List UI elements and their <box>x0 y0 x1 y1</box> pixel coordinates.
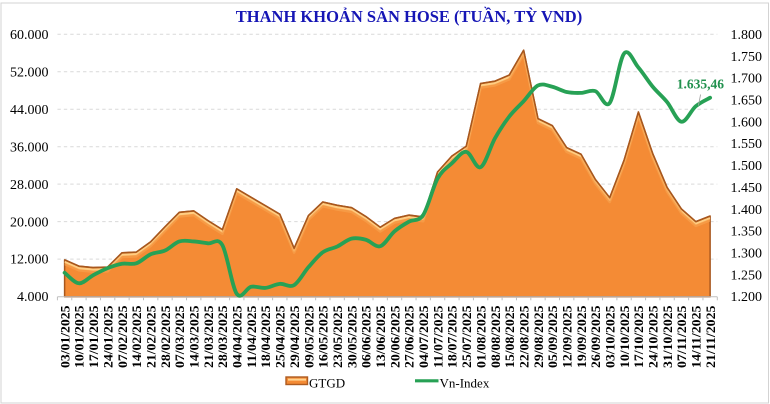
svg-text:27/06/2025: 27/06/2025 <box>402 305 417 368</box>
svg-text:25/07/2025: 25/07/2025 <box>459 305 474 368</box>
svg-text:1.550: 1.550 <box>731 137 763 152</box>
svg-text:12.000: 12.000 <box>10 253 49 268</box>
svg-text:07/11/2025: 07/11/2025 <box>674 305 689 368</box>
svg-text:29/08/2025: 29/08/2025 <box>531 305 546 368</box>
svg-text:1.600: 1.600 <box>731 115 763 130</box>
svg-text:03/10/2025: 03/10/2025 <box>603 305 618 368</box>
svg-text:28/02/2025: 28/02/2025 <box>158 305 173 368</box>
svg-text:23/05/2025: 23/05/2025 <box>330 305 345 368</box>
svg-text:1.750: 1.750 <box>731 50 763 65</box>
svg-text:11/04/2025: 11/04/2025 <box>244 305 259 368</box>
svg-text:16/05/2025: 16/05/2025 <box>316 305 331 368</box>
svg-text:06/06/2025: 06/06/2025 <box>359 305 374 368</box>
svg-text:29/04/2025: 29/04/2025 <box>287 305 302 368</box>
svg-text:1.200: 1.200 <box>731 290 763 305</box>
svg-text:4.000: 4.000 <box>17 290 49 305</box>
svg-text:1.400: 1.400 <box>731 203 763 218</box>
svg-text:60.000: 60.000 <box>10 28 49 43</box>
svg-text:08/08/2025: 08/08/2025 <box>488 305 503 368</box>
svg-text:14/02/2025: 14/02/2025 <box>129 305 144 368</box>
svg-text:01/08/2025: 01/08/2025 <box>473 305 488 368</box>
svg-text:1.350: 1.350 <box>731 225 763 240</box>
svg-text:1.500: 1.500 <box>731 159 763 174</box>
svg-text:1.450: 1.450 <box>731 181 763 196</box>
svg-text:20.000: 20.000 <box>10 215 49 230</box>
svg-text:1.250: 1.250 <box>731 268 763 283</box>
svg-text:Vn-Index: Vn-Index <box>440 376 490 391</box>
svg-text:13/06/2025: 13/06/2025 <box>373 305 388 368</box>
svg-text:04/04/2025: 04/04/2025 <box>230 305 245 368</box>
svg-text:09/05/2025: 09/05/2025 <box>301 305 316 368</box>
svg-text:10/01/2025: 10/01/2025 <box>72 305 87 368</box>
svg-text:52.000: 52.000 <box>10 65 49 80</box>
svg-text:07/02/2025: 07/02/2025 <box>115 305 130 368</box>
svg-text:21/11/2025: 21/11/2025 <box>703 305 718 368</box>
svg-text:25/04/2025: 25/04/2025 <box>273 305 288 368</box>
svg-text:24/10/2025: 24/10/2025 <box>646 305 661 368</box>
svg-text:22/08/2025: 22/08/2025 <box>516 305 531 368</box>
svg-text:03/01/2025: 03/01/2025 <box>57 305 72 368</box>
svg-text:17/10/2025: 17/10/2025 <box>631 305 646 368</box>
svg-text:19/09/2025: 19/09/2025 <box>574 305 589 368</box>
svg-text:THANH KHOẢN SÀN HOSE (TUẦN, TỲ: THANH KHOẢN SÀN HOSE (TUẦN, TỲ VND) <box>236 7 582 26</box>
svg-text:36.000: 36.000 <box>10 140 49 155</box>
svg-text:28/03/2025: 28/03/2025 <box>215 305 230 368</box>
svg-text:1.300: 1.300 <box>731 246 763 261</box>
svg-text:28.000: 28.000 <box>10 178 49 193</box>
svg-text:11/07/2025: 11/07/2025 <box>430 305 445 368</box>
svg-text:21/02/2025: 21/02/2025 <box>143 305 158 368</box>
svg-text:30/05/2025: 30/05/2025 <box>344 305 359 368</box>
svg-text:21/03/2025: 21/03/2025 <box>201 305 216 368</box>
svg-text:07/03/2025: 07/03/2025 <box>172 305 187 368</box>
svg-text:05/09/2025: 05/09/2025 <box>545 305 560 368</box>
svg-text:26/09/2025: 26/09/2025 <box>588 305 603 368</box>
svg-text:18/04/2025: 18/04/2025 <box>258 305 273 368</box>
svg-text:12/09/2025: 12/09/2025 <box>559 305 574 368</box>
svg-text:20/06/2025: 20/06/2025 <box>387 305 402 368</box>
svg-text:1.650: 1.650 <box>731 93 763 108</box>
svg-text:15/08/2025: 15/08/2025 <box>502 305 517 368</box>
svg-text:10/10/2025: 10/10/2025 <box>617 305 632 368</box>
svg-text:GTGD: GTGD <box>309 376 345 391</box>
svg-text:04/07/2025: 04/07/2025 <box>416 305 431 368</box>
svg-text:18/07/2025: 18/07/2025 <box>445 305 460 368</box>
svg-text:17/01/2025: 17/01/2025 <box>86 305 101 368</box>
svg-text:31/10/2025: 31/10/2025 <box>660 305 675 368</box>
svg-text:24/01/2025: 24/01/2025 <box>100 305 115 368</box>
svg-text:14/11/2025: 14/11/2025 <box>689 305 704 368</box>
svg-text:1.635,46: 1.635,46 <box>677 77 725 92</box>
svg-text:44.000: 44.000 <box>10 103 49 118</box>
svg-text:14/03/2025: 14/03/2025 <box>187 305 202 368</box>
svg-text:1.800: 1.800 <box>731 28 763 43</box>
svg-text:1.700: 1.700 <box>731 72 763 87</box>
